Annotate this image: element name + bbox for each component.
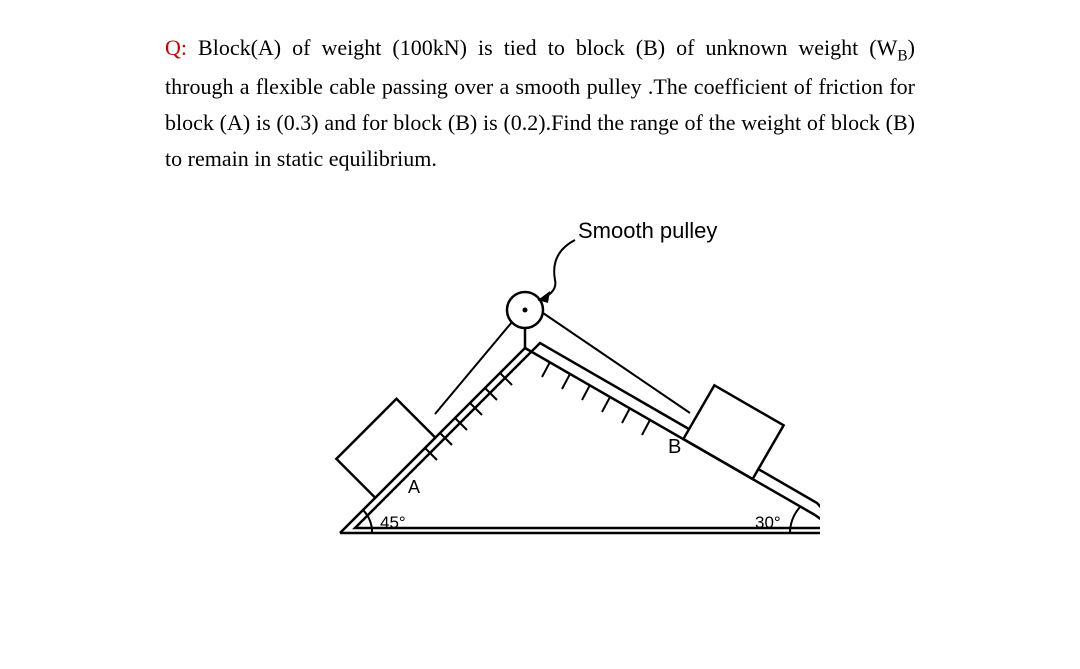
diagram-container: A B Smooth pulley 45° 3 (165, 218, 915, 548)
block-a-label: A (408, 477, 420, 497)
problem-sub: B (897, 47, 907, 64)
angle-right-label: 30° (755, 513, 781, 532)
pulley-arrow-line (538, 240, 575, 300)
hatching-left (425, 373, 512, 460)
physics-diagram: A B Smooth pulley 45° 3 (260, 218, 820, 548)
angle-left-label: 45° (380, 513, 406, 532)
problem-statement: Q: Block(A) of weight (100kN) is tied to… (165, 30, 915, 178)
block-a (336, 398, 435, 497)
pulley (507, 292, 543, 348)
problem-text-1: Block(A) of weight (100kN) is tied to bl… (187, 35, 897, 60)
block-b-label: B (668, 436, 681, 458)
block-b (683, 385, 783, 479)
q-label: Q: (165, 35, 187, 60)
pulley-label: Smooth pulley (578, 218, 717, 243)
